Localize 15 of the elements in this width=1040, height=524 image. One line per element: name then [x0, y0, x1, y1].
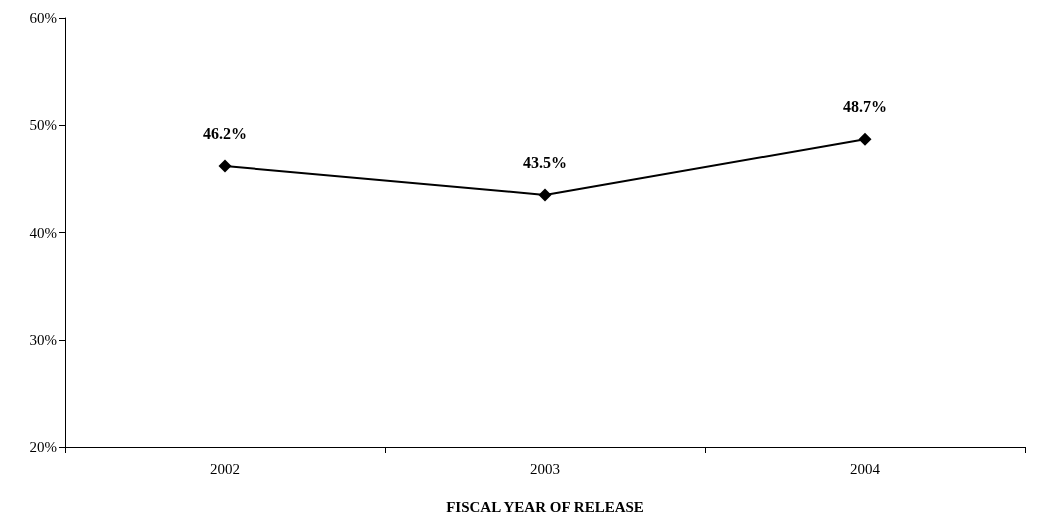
y-tick-label: 20%	[29, 439, 57, 455]
point	[538, 188, 552, 202]
data-label: 48.7%	[843, 98, 887, 116]
y-tick-label: 40%	[29, 224, 57, 241]
x-tick-label: 2003	[530, 460, 560, 477]
y-tick-label: 30%	[29, 331, 57, 348]
data-label: 43.5%	[523, 153, 567, 171]
point	[218, 159, 232, 173]
x-tick-label: 2002	[210, 460, 240, 477]
y-tick-label: 50%	[29, 117, 57, 134]
data-label: 46.2%	[203, 125, 247, 143]
x-tick-label: 2004	[850, 460, 881, 477]
x-axis-title: FISCAL YEAR OF RELEASE	[446, 498, 644, 515]
y-tick-label: 60%	[29, 10, 57, 26]
point	[858, 132, 872, 146]
